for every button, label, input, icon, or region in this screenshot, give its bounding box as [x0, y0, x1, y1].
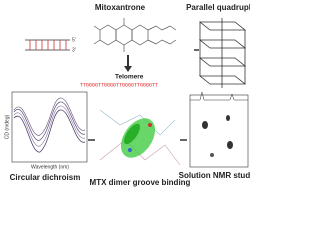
telomere-sequence: TTGGGGTTGGGGTTGGGGTTGGGGTT [80, 82, 158, 88]
background [0, 0, 250, 189]
quadruplex-diagram [198, 18, 247, 88]
cd-y-label: CD (mdeg) [4, 114, 10, 139]
cd-plot [11, 91, 88, 163]
telomere-label: Telomere [115, 74, 144, 81]
cd-label: Circular dichroism [10, 173, 81, 182]
nmr-label: Solution NMR studies [179, 171, 250, 180]
three-prime: 3' [72, 47, 76, 53]
dna-ladder [25, 39, 70, 51]
quadruplex-label: Parallel quadruplex [186, 3, 250, 12]
five-prime: 5' [72, 37, 76, 43]
cd-x-label: Wavelength (nm) [31, 164, 69, 170]
mitoxantrone-structure [93, 18, 177, 52]
groove-label: MTX dimer groove binding [90, 178, 191, 187]
arrow-head [124, 66, 132, 72]
graphical-abstract: Mitoxantrone Parallel quadruplex 5' 3' T… [0, 0, 250, 189]
nmr-spectrum [189, 91, 249, 168]
mitoxantrone-label: Mitoxantrone [95, 3, 146, 12]
molecular-model [99, 109, 181, 166]
